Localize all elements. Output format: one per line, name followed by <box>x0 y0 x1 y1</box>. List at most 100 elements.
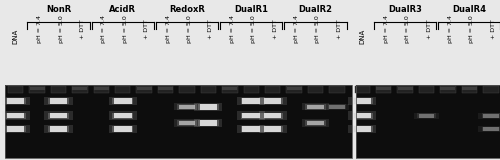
Text: DualR1: DualR1 <box>234 5 268 14</box>
Bar <box>177 120 197 126</box>
Text: DNA: DNA <box>360 29 366 44</box>
Text: pH = 7.4: pH = 7.4 <box>448 15 453 43</box>
Bar <box>348 125 376 133</box>
Bar <box>352 98 373 104</box>
Bar <box>462 87 477 90</box>
Bar <box>2 112 30 120</box>
Bar <box>114 98 132 104</box>
Bar <box>112 98 134 104</box>
Bar <box>262 112 283 119</box>
Text: pH = 7.4: pH = 7.4 <box>384 15 388 43</box>
Bar <box>244 86 259 93</box>
Text: + DTT: + DTT <box>272 19 278 39</box>
Bar <box>50 98 68 104</box>
Bar <box>198 104 219 110</box>
Bar <box>222 86 238 93</box>
Bar <box>354 113 371 118</box>
Bar <box>419 86 434 93</box>
Bar <box>478 126 500 132</box>
Bar <box>108 97 137 105</box>
Bar <box>178 121 196 125</box>
Bar <box>302 103 329 111</box>
Bar <box>72 87 88 90</box>
Bar <box>356 85 500 158</box>
Text: pH = 5.0: pH = 5.0 <box>316 15 320 43</box>
Bar <box>8 86 24 93</box>
Bar <box>194 119 222 127</box>
Bar <box>2 97 30 105</box>
Bar <box>462 86 477 93</box>
Bar <box>115 86 130 93</box>
Text: DualR3: DualR3 <box>388 5 422 14</box>
Bar <box>50 113 68 118</box>
Bar <box>136 87 152 90</box>
Bar <box>306 120 326 126</box>
Bar <box>5 85 352 158</box>
Bar <box>242 98 260 104</box>
Text: pH = 7.4: pH = 7.4 <box>166 15 170 43</box>
Bar <box>307 121 324 125</box>
Text: pH = 7.4: pH = 7.4 <box>294 15 299 43</box>
Text: + DTT: + DTT <box>426 19 432 39</box>
Bar <box>200 120 217 126</box>
Bar <box>483 114 498 118</box>
Bar <box>482 127 500 131</box>
Bar <box>48 126 69 132</box>
Bar <box>7 98 24 104</box>
Text: AcidR: AcidR <box>110 5 136 14</box>
Bar <box>222 87 238 90</box>
Bar <box>440 86 456 93</box>
Bar <box>7 126 24 132</box>
Bar <box>114 126 132 132</box>
Bar <box>112 112 134 119</box>
Bar <box>262 126 283 132</box>
Bar <box>286 87 302 90</box>
Bar <box>240 98 262 104</box>
Bar <box>237 97 266 105</box>
Bar <box>50 126 68 132</box>
Bar <box>354 86 370 93</box>
Bar <box>265 86 280 93</box>
Bar <box>324 104 349 110</box>
Bar <box>240 112 262 119</box>
Bar <box>180 86 194 93</box>
Text: + DTT: + DTT <box>208 19 214 39</box>
Text: pH = 5.0: pH = 5.0 <box>251 15 256 43</box>
Bar <box>440 87 456 90</box>
Text: pH = 5.0: pH = 5.0 <box>123 15 128 43</box>
Bar <box>51 86 66 93</box>
Bar <box>352 85 356 158</box>
Bar <box>264 98 281 104</box>
Bar <box>352 112 373 119</box>
Bar <box>419 114 434 118</box>
Text: DNA: DNA <box>12 29 18 44</box>
Bar <box>258 112 286 120</box>
Text: + DTT: + DTT <box>144 19 149 39</box>
Bar <box>478 112 500 119</box>
Bar <box>94 87 109 90</box>
Bar <box>286 86 302 93</box>
Bar <box>376 87 391 90</box>
Bar <box>158 86 174 93</box>
Bar <box>200 86 216 93</box>
Bar <box>376 86 392 93</box>
Bar <box>306 104 326 110</box>
Bar <box>5 98 26 104</box>
Bar <box>482 113 500 118</box>
Bar <box>262 98 283 104</box>
Text: pH = 5.0: pH = 5.0 <box>58 15 64 43</box>
Bar <box>200 104 217 110</box>
Bar <box>307 105 324 109</box>
Bar <box>48 112 69 119</box>
Bar <box>398 87 412 90</box>
Bar <box>94 86 109 93</box>
Bar <box>174 120 201 127</box>
Bar <box>44 112 72 120</box>
Bar <box>48 98 69 104</box>
Text: pH = 5.0: pH = 5.0 <box>470 15 474 43</box>
Bar <box>174 103 201 111</box>
Bar <box>348 112 376 120</box>
Bar <box>264 126 281 132</box>
Bar <box>178 105 196 109</box>
Bar <box>483 127 498 131</box>
